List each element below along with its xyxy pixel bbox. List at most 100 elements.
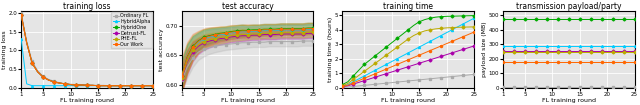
HybridAlpha: [83, 85, 91, 86]
Detrust-FL: [116, 85, 124, 86]
Line: Ordinary FL: Ordinary FL: [20, 12, 154, 87]
HybridOne: [23, 42, 31, 43]
Our Work: [143, 85, 151, 86]
Line: HybridOne: HybridOne: [20, 14, 154, 87]
HybridOne: [77, 84, 85, 86]
HybridAlpha: [143, 85, 151, 86]
Detrust-FL: [61, 83, 69, 84]
Ordinary FL: [39, 76, 47, 77]
PHE-FL: [122, 85, 129, 86]
Ordinary FL: [23, 40, 31, 41]
HybridOne: [51, 81, 58, 83]
HybridOne: [116, 85, 124, 86]
Ordinary FL: [34, 70, 42, 71]
Title: transmission payload/party: transmission payload/party: [516, 2, 621, 11]
PHE-FL: [67, 84, 74, 85]
Detrust-FL: [89, 85, 97, 86]
HybridAlpha: [105, 85, 113, 86]
PHE-FL: [138, 85, 146, 86]
HybridOne: [83, 85, 91, 86]
PHE-FL: [17, 14, 25, 15]
Detrust-FL: [105, 85, 113, 86]
Ordinary FL: [77, 84, 85, 86]
HybridOne: [111, 85, 118, 86]
Ordinary FL: [61, 83, 69, 84]
Line: Our Work: Our Work: [20, 14, 154, 87]
PHE-FL: [56, 82, 63, 84]
Our Work: [132, 85, 140, 86]
HybridAlpha: [100, 85, 108, 86]
Title: training time: training time: [383, 2, 433, 11]
HybridOne: [56, 82, 63, 84]
HybridAlpha: [89, 85, 97, 86]
PHE-FL: [127, 85, 135, 86]
Our Work: [45, 79, 52, 81]
PHE-FL: [77, 84, 85, 86]
PHE-FL: [51, 81, 58, 83]
HybridAlpha: [34, 85, 42, 86]
Our Work: [94, 85, 102, 86]
Ordinary FL: [51, 81, 58, 82]
Detrust-FL: [67, 84, 74, 85]
HybridOne: [138, 85, 146, 86]
Ordinary FL: [127, 85, 135, 86]
Detrust-FL: [45, 79, 52, 81]
HybridAlpha: [61, 85, 69, 86]
Ordinary FL: [149, 85, 157, 86]
HybridAlpha: [77, 85, 85, 86]
Detrust-FL: [51, 81, 58, 83]
Detrust-FL: [143, 85, 151, 86]
HybridAlpha: [138, 85, 146, 86]
HybridOne: [89, 85, 97, 86]
PHE-FL: [100, 85, 108, 86]
HybridAlpha: [149, 85, 157, 86]
HybridOne: [132, 85, 140, 86]
Line: Detrust-FL: Detrust-FL: [20, 14, 154, 87]
HybridOne: [39, 76, 47, 78]
Our Work: [39, 76, 47, 78]
Ordinary FL: [111, 85, 118, 86]
HybridAlpha: [51, 85, 58, 86]
Ordinary FL: [45, 79, 52, 80]
HybridOne: [149, 85, 157, 86]
PHE-FL: [132, 85, 140, 86]
HybridOne: [45, 79, 52, 81]
Our Work: [28, 63, 36, 64]
PHE-FL: [28, 63, 36, 64]
Ordinary FL: [143, 85, 151, 86]
HybridAlpha: [132, 85, 140, 86]
Our Work: [56, 82, 63, 84]
Ordinary FL: [116, 85, 124, 86]
Legend: Ordinary FL, HybridAlpha, HybridOne, Detrust-FL, PHE-FL, Our Work: Ordinary FL, HybridAlpha, HybridOne, Det…: [111, 12, 152, 49]
HybridOne: [72, 84, 80, 86]
Ordinary FL: [89, 85, 97, 86]
PHE-FL: [61, 83, 69, 84]
Detrust-FL: [138, 85, 146, 86]
Our Work: [100, 85, 108, 86]
Ordinary FL: [67, 84, 74, 85]
HybridAlpha: [56, 85, 63, 86]
HybridOne: [143, 85, 151, 86]
Y-axis label: test accuracy: test accuracy: [159, 28, 164, 71]
Our Work: [105, 85, 113, 86]
Ordinary FL: [83, 84, 91, 86]
PHE-FL: [72, 84, 80, 86]
Detrust-FL: [72, 84, 80, 86]
PHE-FL: [143, 85, 151, 86]
Detrust-FL: [100, 85, 108, 86]
Detrust-FL: [56, 82, 63, 84]
Our Work: [51, 81, 58, 83]
HybridAlpha: [116, 85, 124, 86]
PHE-FL: [83, 85, 91, 86]
PHE-FL: [23, 42, 31, 43]
PHE-FL: [111, 85, 118, 86]
Ordinary FL: [72, 84, 80, 85]
Detrust-FL: [17, 14, 25, 15]
Our Work: [149, 85, 157, 86]
Our Work: [17, 14, 25, 15]
HybridOne: [28, 63, 36, 64]
Detrust-FL: [83, 85, 91, 86]
Title: training loss: training loss: [63, 2, 111, 11]
Ordinary FL: [132, 85, 140, 86]
PHE-FL: [94, 85, 102, 86]
